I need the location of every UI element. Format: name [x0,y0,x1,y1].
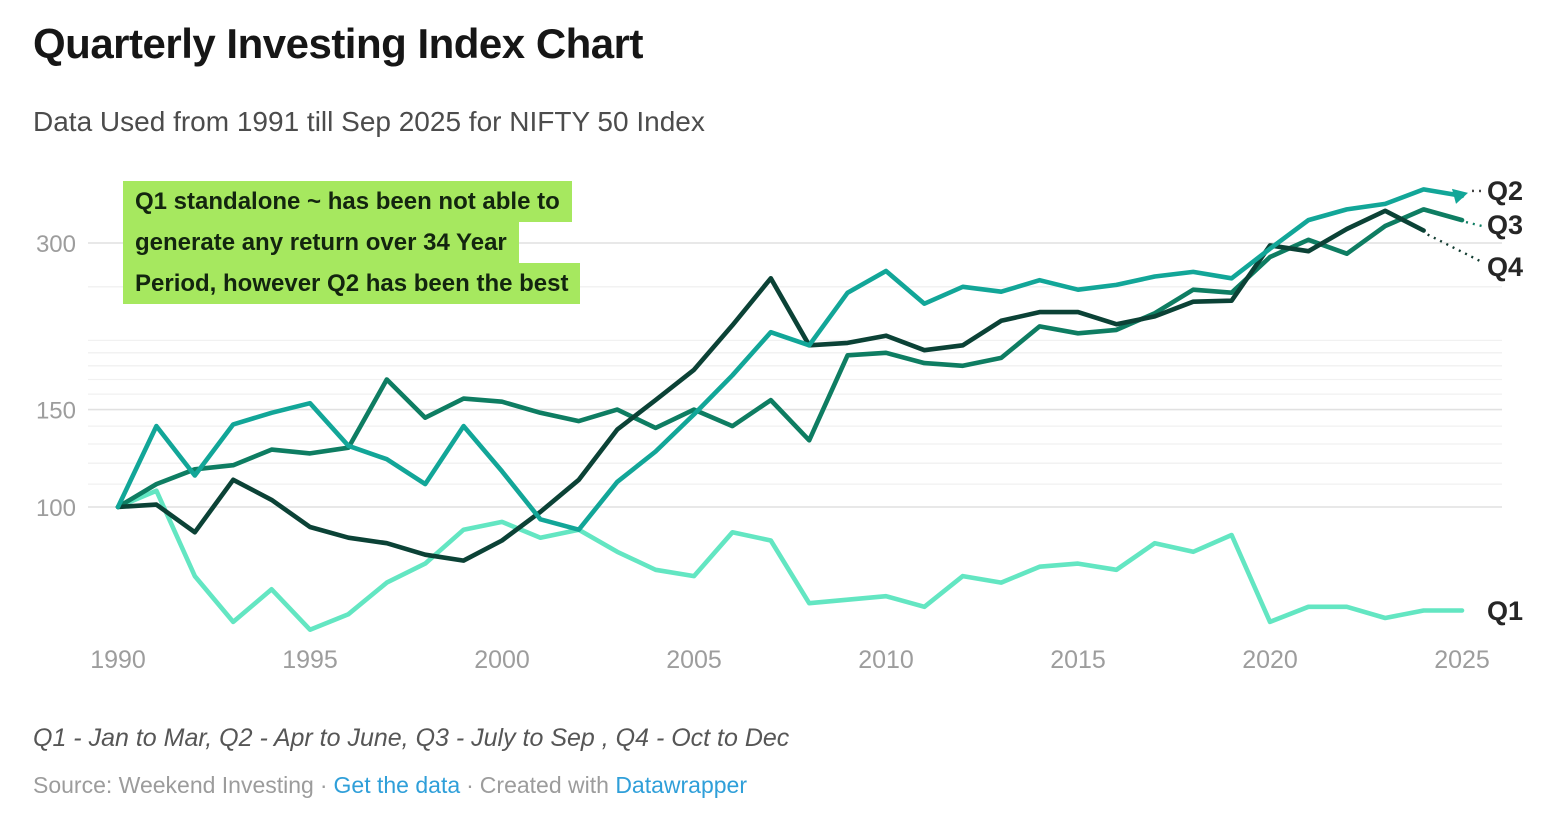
page-title: Quarterly Investing Index Chart [33,20,644,67]
source-name: Weekend Investing [118,772,314,798]
x-axis-tick-label: 1995 [282,646,338,674]
series-line-q1 [115,488,1465,633]
source-prefix: Source: [33,772,119,798]
x-axis-tick-label: 1990 [90,646,146,674]
separator-dot: · [466,772,474,798]
series-line-q4 [115,208,1426,563]
annotation-line-1: Q1 standalone ~ has been not able to [123,181,572,222]
series-line-q2 [115,187,1465,533]
get-the-data-link[interactable]: Get the data [333,772,461,798]
source-line: Source: Weekend Investing · Get the data · C… [33,772,747,799]
series-label-q3: Q3 [1487,210,1524,240]
x-axis-tick-label: 2025 [1434,646,1490,674]
series-label-q2: Q2 [1487,176,1524,206]
x-axis-tick-label: 2010 [858,646,914,674]
q4-label-leader [1427,233,1483,264]
created-with-label: Created with [479,772,616,798]
quarter-definitions-note: Q1 - Jan to Mar, Q2 - Apr to June, Q3 - … [33,724,790,752]
y-axis-tick-label: 100 [36,495,76,522]
series-label-q4: Q4 [1487,252,1524,282]
x-axis-tick-label: 2020 [1242,646,1298,674]
series-line-q3 [115,207,1465,510]
series-label-q1: Q1 [1487,596,1524,626]
page-subtitle: Data Used from 1991 till Sep 2025 for NI… [33,106,705,137]
y-axis-tick-label: 150 [36,398,76,425]
separator-dot: · [319,772,328,798]
x-axis-tick-label: 2000 [474,646,530,674]
x-axis-tick-label: 2005 [666,646,722,674]
datawrapper-link[interactable]: Datawrapper [615,772,747,798]
annotation-line-2: generate any return over 34 Year [123,222,519,263]
y-axis-tick-label: 300 [36,231,76,258]
annotation-line-3: Period, however Q2 has been the best [123,263,581,304]
q2-arrowhead-icon [1452,188,1468,204]
chart-annotation: Q1 standalone ~ has been not able to gen… [123,181,581,304]
x-axis-tick-label: 2015 [1050,646,1106,674]
q3-label-leader [1465,220,1483,228]
